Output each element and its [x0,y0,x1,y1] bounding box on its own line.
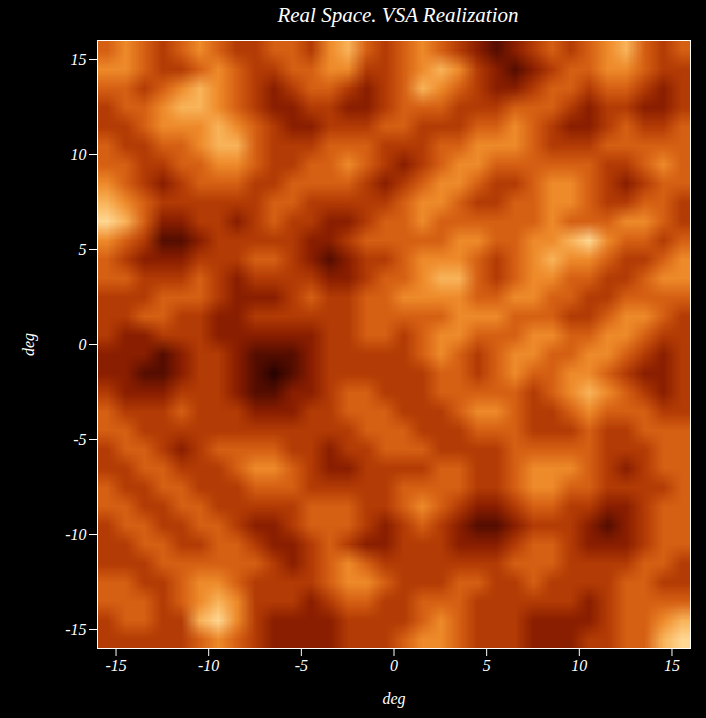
html-text:Real Space. VSA Realization: Real Space. VSA Realization [277,3,519,27]
svg-text:-10: -10 [198,657,219,674]
svg-text:deg: deg [382,690,405,708]
svg-text:10: 10 [71,146,87,163]
svg-text:0: 0 [79,336,87,353]
svg-text:-5: -5 [295,657,308,674]
svg-text:15: 15 [664,657,680,674]
svg-text:deg: deg [20,333,38,356]
svg-text:-15: -15 [105,657,126,674]
svg-text:15: 15 [71,51,87,68]
svg-text:0: 0 [390,657,398,674]
svg-text:-5: -5 [73,431,86,448]
svg-text:5: 5 [483,657,491,674]
svg-text:-10: -10 [65,526,86,543]
svg-text:10: 10 [571,657,587,674]
svg-text:-15: -15 [65,621,86,638]
svg-text:5: 5 [79,241,87,258]
